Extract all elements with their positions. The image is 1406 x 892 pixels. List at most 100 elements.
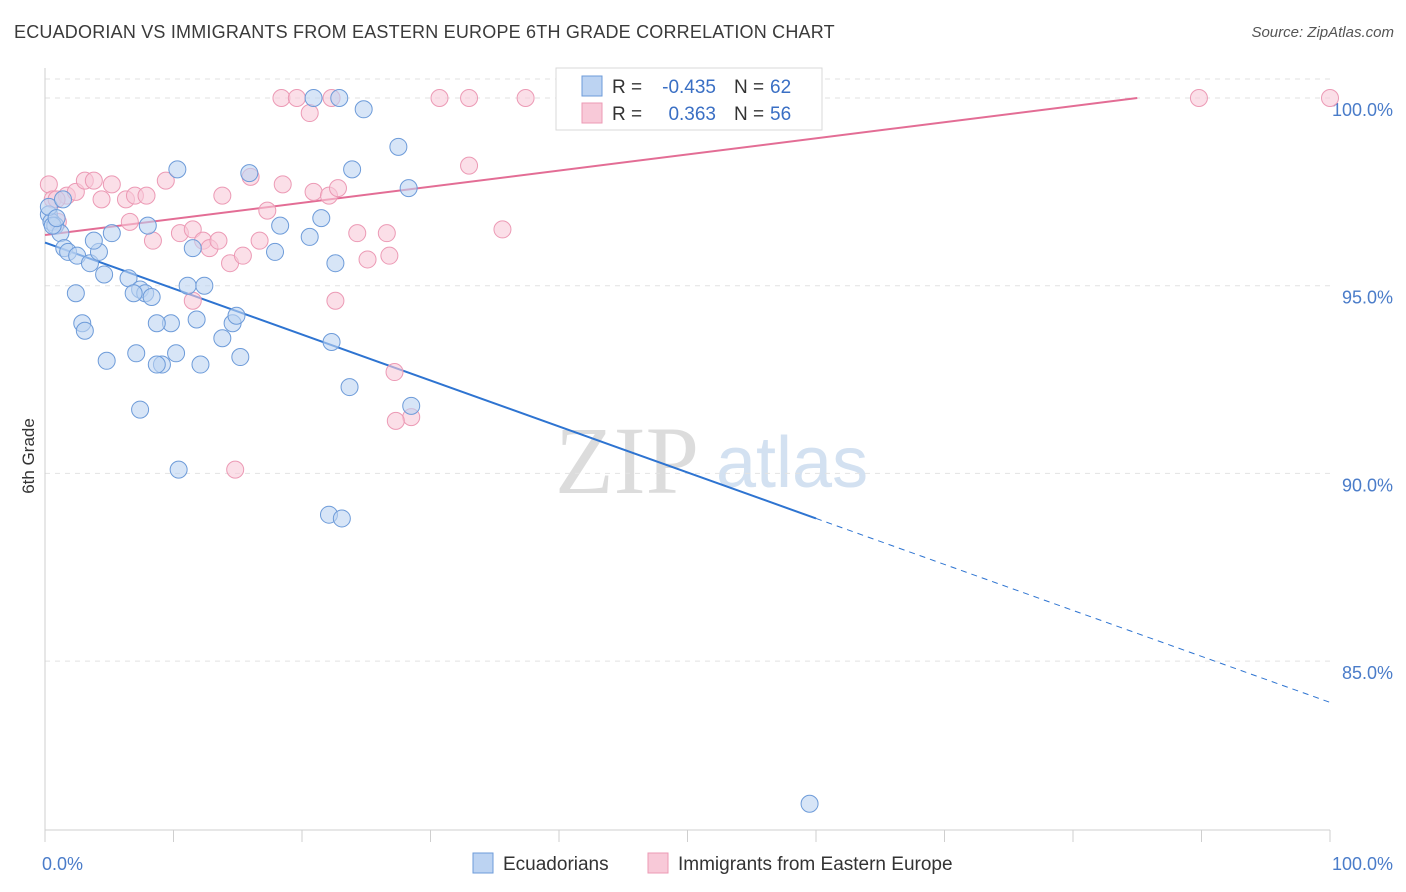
point-ecuadorian: [95, 265, 114, 284]
x-tick-labels: 0.0% 100.0%: [42, 854, 1393, 874]
point-ecuadorian: [322, 333, 341, 352]
y-tick-label: 100.0%: [1332, 100, 1393, 120]
point-ecuadorian: [240, 164, 259, 183]
point-eastern-europe: [120, 212, 139, 231]
point-eastern-europe: [250, 231, 269, 250]
point-ecuadorian: [266, 242, 285, 261]
legend-r-value-1: -0.435: [662, 77, 716, 98]
point-ecuadorian: [332, 509, 351, 528]
point-eastern-europe: [39, 175, 58, 194]
legend-n-value-2: 56: [770, 104, 791, 125]
point-eastern-europe: [102, 175, 121, 194]
point-eastern-europe: [358, 250, 377, 269]
point-eastern-europe: [460, 89, 479, 108]
point-ecuadorian: [178, 276, 197, 295]
point-eastern-europe: [300, 104, 319, 123]
point-eastern-europe: [226, 460, 245, 479]
x-tick-label: 0.0%: [42, 854, 83, 874]
point-ecuadorian: [142, 287, 161, 306]
point-eastern-europe: [493, 220, 512, 239]
point-ecuadorian: [47, 209, 66, 228]
point-ecuadorian: [169, 460, 188, 479]
point-ecuadorian: [168, 160, 187, 179]
point-ecuadorian: [75, 321, 94, 340]
y-tick-labels: 100.0% 95.0% 90.0% 85.0%: [1332, 100, 1393, 683]
series-legend: Ecuadorians Immigrants from Eastern Euro…: [472, 852, 953, 875]
trend-line-ecuadorians: [44, 241, 817, 520]
point-ecuadorian: [300, 227, 319, 246]
point-ecuadorian: [271, 216, 290, 235]
watermark-zip: ZIP: [555, 407, 699, 514]
point-ecuadorian: [402, 396, 421, 415]
point-ecuadorian: [127, 344, 146, 363]
point-ecuadorian: [399, 179, 418, 198]
bottom-legend-label-ecuadorians: Ecuadorians: [503, 854, 609, 875]
point-eastern-europe: [273, 175, 292, 194]
gridlines: [45, 78, 1330, 662]
point-ecuadorian: [167, 344, 186, 363]
point-eastern-europe: [92, 190, 111, 209]
point-ecuadorian: [195, 276, 214, 295]
legend-n-label-2: N =: [734, 104, 764, 125]
point-eastern-europe: [1321, 89, 1339, 108]
point-eastern-europe: [258, 201, 277, 220]
y-tick-label: 90.0%: [1342, 475, 1393, 495]
point-eastern-europe: [430, 89, 449, 108]
point-eastern-europe: [348, 224, 367, 243]
point-eastern-europe: [209, 231, 228, 250]
point-ecuadorian: [389, 137, 408, 156]
point-eastern-europe: [380, 246, 399, 265]
point-eastern-europe: [386, 411, 405, 430]
point-eastern-europe: [84, 171, 103, 190]
point-eastern-europe: [213, 186, 232, 205]
point-eastern-europe: [156, 171, 175, 190]
point-ecuadorian: [102, 224, 121, 243]
point-ecuadorian: [213, 329, 232, 348]
point-ecuadorian: [97, 351, 116, 370]
legend-swatch-eastern-europe: [581, 102, 603, 124]
x-tick-label: 100.0%: [1332, 854, 1393, 874]
legend-n-label-1: N =: [734, 77, 764, 98]
y-tick-label: 85.0%: [1342, 663, 1393, 683]
point-eastern-europe: [1189, 89, 1208, 108]
point-ecuadorian: [66, 284, 85, 303]
point-ecuadorian: [147, 355, 166, 374]
bottom-legend-swatch-eastern-europe: [647, 852, 669, 874]
point-eastern-europe: [385, 363, 404, 382]
point-ecuadorian: [800, 794, 819, 813]
point-ecuadorian: [340, 378, 359, 397]
y-tick-label: 95.0%: [1342, 288, 1393, 308]
point-ecuadorian: [354, 100, 373, 119]
point-eastern-europe: [137, 186, 156, 205]
legend-n-value-1: 62: [770, 77, 791, 98]
point-ecuadorian: [227, 306, 246, 325]
bottom-legend-swatch-ecuadorians: [472, 852, 494, 874]
point-eastern-europe: [516, 89, 535, 108]
point-ecuadorian: [312, 209, 331, 228]
point-ecuadorian: [330, 89, 349, 108]
point-ecuadorian: [84, 231, 103, 250]
point-eastern-europe: [183, 220, 202, 239]
point-ecuadorian: [191, 355, 210, 374]
point-eastern-europe: [460, 156, 479, 175]
point-ecuadorian: [231, 348, 250, 367]
point-ecuadorian: [53, 190, 72, 209]
stats-legend: R = -0.435 N = 62 R = 0.363 N = 56: [555, 67, 823, 131]
legend-r-value-2: 0.363: [668, 104, 716, 125]
point-eastern-europe: [272, 89, 291, 108]
legend-r-label-2: R =: [612, 104, 642, 125]
point-ecuadorian: [131, 400, 150, 419]
trend-line-eastern-europe: [44, 97, 1138, 237]
trend-lines: [44, 97, 1331, 703]
legend-r-label-1: R =: [612, 77, 642, 98]
point-eastern-europe: [287, 89, 306, 108]
point-ecuadorian: [183, 239, 202, 258]
trend-line-ecuadorians-extrapolated: [815, 517, 1331, 703]
legend-swatch-ecuadorians: [581, 75, 603, 97]
point-ecuadorian: [124, 284, 143, 303]
bottom-legend-label-eastern-europe: Immigrants from Eastern Europe: [678, 854, 953, 875]
point-eastern-europe: [304, 182, 323, 201]
point-ecuadorian: [187, 310, 206, 329]
point-ecuadorian: [343, 160, 362, 179]
